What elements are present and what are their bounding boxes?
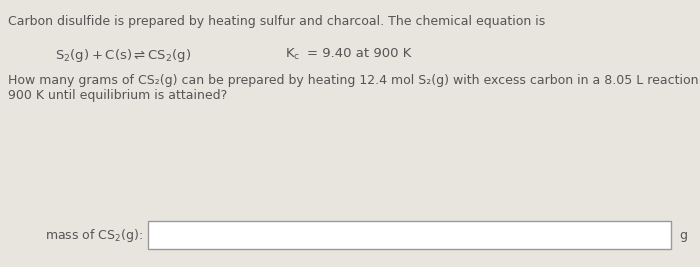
Text: g: g: [679, 229, 687, 241]
Text: = 9.40 at 900 K: = 9.40 at 900 K: [307, 47, 412, 60]
Text: 900 K until equilibrium is attained?: 900 K until equilibrium is attained?: [8, 89, 228, 102]
Text: $\mathsf{S_2(g) + C(s) \rightleftharpoons CS_2(g)}$: $\mathsf{S_2(g) + C(s) \rightleftharpoon…: [55, 47, 191, 64]
FancyBboxPatch shape: [148, 221, 671, 249]
Text: How many grams of CS₂(g) can be prepared by heating 12.4 mol S₂(g) with excess c: How many grams of CS₂(g) can be prepared…: [8, 74, 700, 87]
Text: $\mathsf{K_c}$: $\mathsf{K_c}$: [285, 47, 300, 62]
Text: Carbon disulfide is prepared by heating sulfur and charcoal. The chemical equati: Carbon disulfide is prepared by heating …: [8, 15, 545, 28]
Text: mass of $\mathsf{CS_2}$(g):: mass of $\mathsf{CS_2}$(g):: [45, 226, 143, 244]
